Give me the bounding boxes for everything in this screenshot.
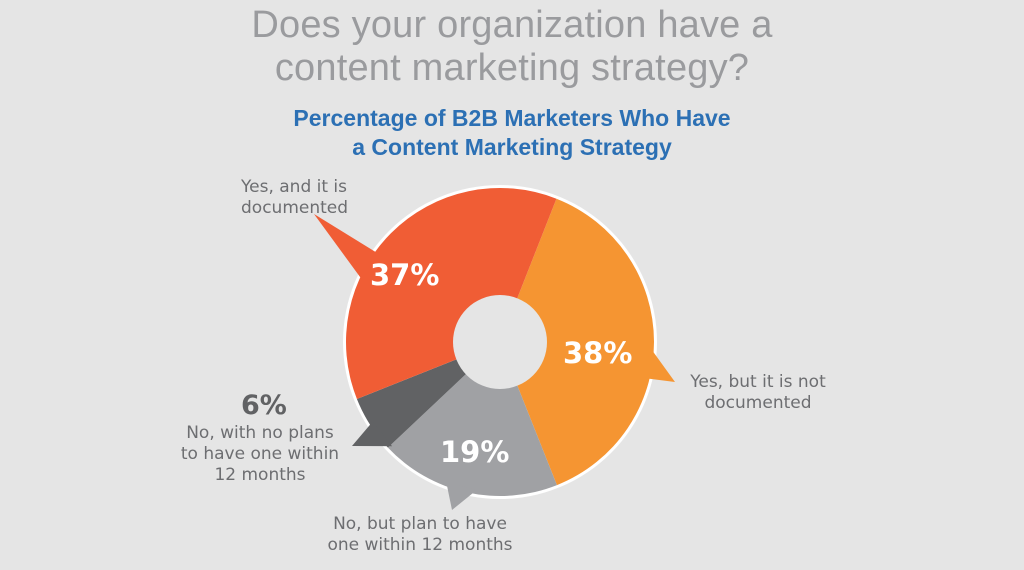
label-documented-line1: Yes, and it is bbox=[241, 177, 348, 197]
chart-title-line1: Does your organization have a bbox=[251, 4, 773, 46]
donut-hole bbox=[453, 295, 547, 389]
chart-title-line2: content marketing strategy? bbox=[274, 47, 750, 89]
label-documented-line2: documented bbox=[241, 198, 349, 218]
label-no-plans: No, with no plans to have one within 12 … bbox=[170, 423, 350, 486]
slice-pct-not-documented: 38% bbox=[563, 336, 633, 370]
chart-subtitle-line2: a Content Marketing Strategy bbox=[352, 134, 672, 160]
slice-pct-documented: 37% bbox=[370, 258, 440, 292]
label-plan-to-have-line1: No, but plan to have bbox=[333, 514, 507, 534]
label-plan-to-have: No, but plan to have one within 12 month… bbox=[310, 514, 530, 556]
callout-pointer-not-documented bbox=[645, 347, 675, 382]
chart-title: Does your organization have a content ma… bbox=[0, 4, 1024, 90]
slice-pct-plan-to-have: 19% bbox=[440, 435, 510, 469]
callout-pointer-documented bbox=[314, 214, 379, 281]
label-not-documented-line1: Yes, but it is not bbox=[690, 372, 826, 392]
label-no-plans-line1: No, with no plans bbox=[186, 423, 334, 443]
slice-not-documented bbox=[500, 198, 654, 486]
label-not-documented: Yes, but it is not documented bbox=[678, 372, 838, 414]
callout-pointer-no-plans bbox=[352, 421, 393, 447]
label-documented: Yes, and it is documented bbox=[241, 177, 348, 219]
slice-pct-no-plans: 6% bbox=[241, 390, 287, 421]
label-no-plans-line3: 12 months bbox=[214, 465, 306, 485]
label-plan-to-have-line2: one within 12 months bbox=[327, 535, 513, 555]
slice-documented bbox=[345, 187, 557, 399]
label-no-plans-line2: to have one within bbox=[180, 444, 340, 464]
callout-pointer-plan-to-have bbox=[446, 482, 477, 510]
chart-subtitle-line1: Percentage of B2B Marketers Who Have bbox=[293, 105, 731, 131]
label-not-documented-line2: documented bbox=[704, 393, 812, 413]
chart-subtitle: Percentage of B2B Marketers Who Have a C… bbox=[0, 104, 1024, 162]
